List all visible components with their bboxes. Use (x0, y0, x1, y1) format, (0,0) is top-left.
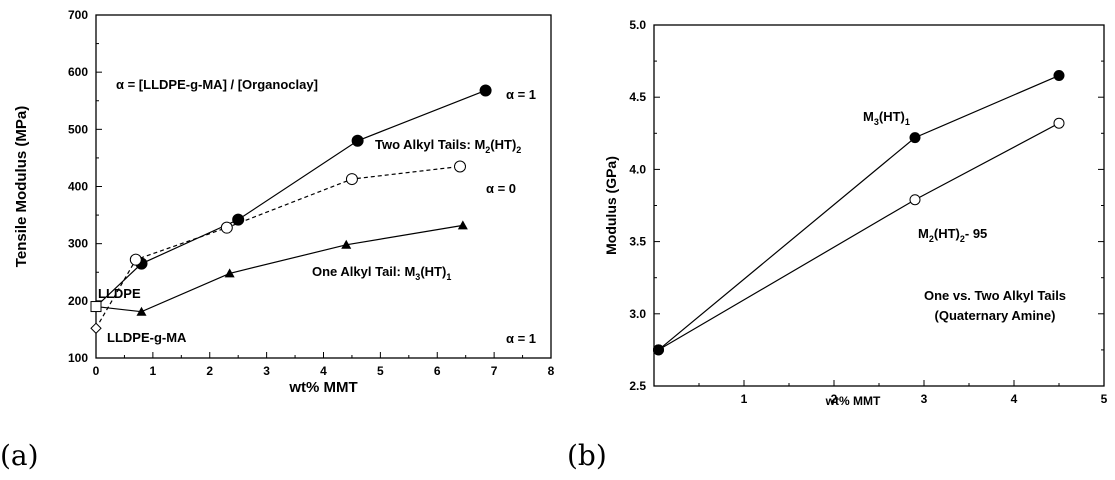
panel-label-b: (b) (567, 439, 607, 472)
lldpe-g-ma-point (90, 322, 102, 334)
x-tick-label-a: 6 (434, 364, 441, 378)
series-two-tails-alpha0-point (220, 221, 233, 234)
x-tick-label-b: 2 (831, 392, 838, 406)
x-tick-label-b: 5 (1101, 392, 1108, 406)
y-tick-label-b: 4.0 (629, 162, 646, 176)
lldpe-point (90, 301, 102, 313)
x-axis-label-a: wt% MMT (288, 379, 357, 396)
y-tick-label-a: 400 (68, 180, 88, 194)
series-m3-ht1-point (653, 344, 664, 356)
y-axis-label-b: Modulus (GPa) (603, 156, 619, 255)
series-two-tails-alpha0-line (95, 165, 461, 329)
x-tick-label-a: 4 (320, 364, 327, 378)
series-two-tails-alpha0-point (345, 173, 358, 186)
series-two-tails-alpha0-point (454, 160, 466, 173)
alpha-label-middle: α = 0 (486, 181, 516, 196)
m3-ht1-annotation: M3(HT)1 (863, 109, 910, 127)
series-m3-ht1-point (1053, 70, 1065, 82)
x-tick-label-a: 5 (377, 364, 384, 378)
series-one-tail-alpha1-point (136, 306, 147, 316)
alpha-label-top: α = 1 (506, 87, 536, 102)
series-two-tails-alpha1-point (232, 213, 245, 226)
y-tick-label-a: 200 (68, 294, 88, 308)
y-tick-label-b: 5.0 (629, 18, 646, 32)
y-tick-label-b: 3.0 (629, 307, 646, 321)
x-tick-label-b: 4 (1011, 392, 1018, 406)
lldpe-label: LLDPE (98, 286, 141, 301)
plot-frame-b (653, 24, 1105, 387)
x-tick-label-a: 8 (548, 364, 555, 378)
series-two-tails-alpha0-point (129, 253, 142, 266)
series-one-tail-alpha1-point (224, 268, 235, 278)
m2-ht2-95-annotation: M2(HT)2- 95 (918, 226, 987, 244)
y-tick-label-b: 4.5 (629, 90, 646, 104)
two-alkyl-tails-annotation: Two Alkyl Tails: M2(HT)2 (375, 137, 521, 155)
quaternary-amine-label: (Quaternary Amine) (935, 308, 1056, 323)
y-tick-label-a: 100 (68, 351, 88, 365)
series-one-tail-alpha1-point (341, 239, 352, 249)
alpha-label-bottom: α = 1 (506, 331, 536, 346)
plot-frame-a (95, 14, 552, 359)
x-tick-label-b: 3 (921, 392, 928, 406)
series-m2-ht2-95-point (1053, 117, 1065, 129)
y-tick-label-a: 600 (68, 65, 88, 79)
x-tick-label-a: 0 (93, 364, 100, 378)
x-tick-label-a: 2 (206, 364, 213, 378)
lldpe-g-ma-label: LLDPE-g-MA (107, 330, 187, 345)
y-tick-label-a: 700 (68, 8, 88, 22)
one-alkyl-tail-annotation: One Alkyl Tail: M3(HT)1 (312, 264, 451, 282)
x-tick-label-b: 1 (741, 392, 748, 406)
series-m2-ht2-95-point (909, 194, 921, 206)
series-two-tails-alpha1-point (351, 134, 364, 147)
x-tick-label-a: 7 (491, 364, 498, 378)
one-vs-two-alkyl-tails-label: One vs. Two Alkyl Tails (924, 288, 1066, 303)
x-tick-label-a: 3 (263, 364, 270, 378)
panel-label-a: (a) (0, 439, 39, 472)
series-two-tails-alpha1-point (479, 84, 492, 97)
y-axis-label-a: Tensile Modulus (MPa) (13, 106, 30, 267)
x-tick-label-a: 1 (150, 364, 157, 378)
series-m3-ht1-point (909, 132, 921, 144)
alpha-definition-annotation: α = [LLDPE-g-MA] / [Organoclay] (116, 77, 318, 92)
y-tick-label-b: 3.5 (629, 235, 646, 249)
x-axis-label-b: wt% MMT (825, 394, 881, 408)
y-tick-label-a: 300 (68, 237, 88, 251)
y-tick-label-a: 500 (68, 122, 88, 136)
y-tick-label-b: 2.5 (629, 379, 646, 393)
series-one-tail-alpha1-point (457, 220, 468, 230)
